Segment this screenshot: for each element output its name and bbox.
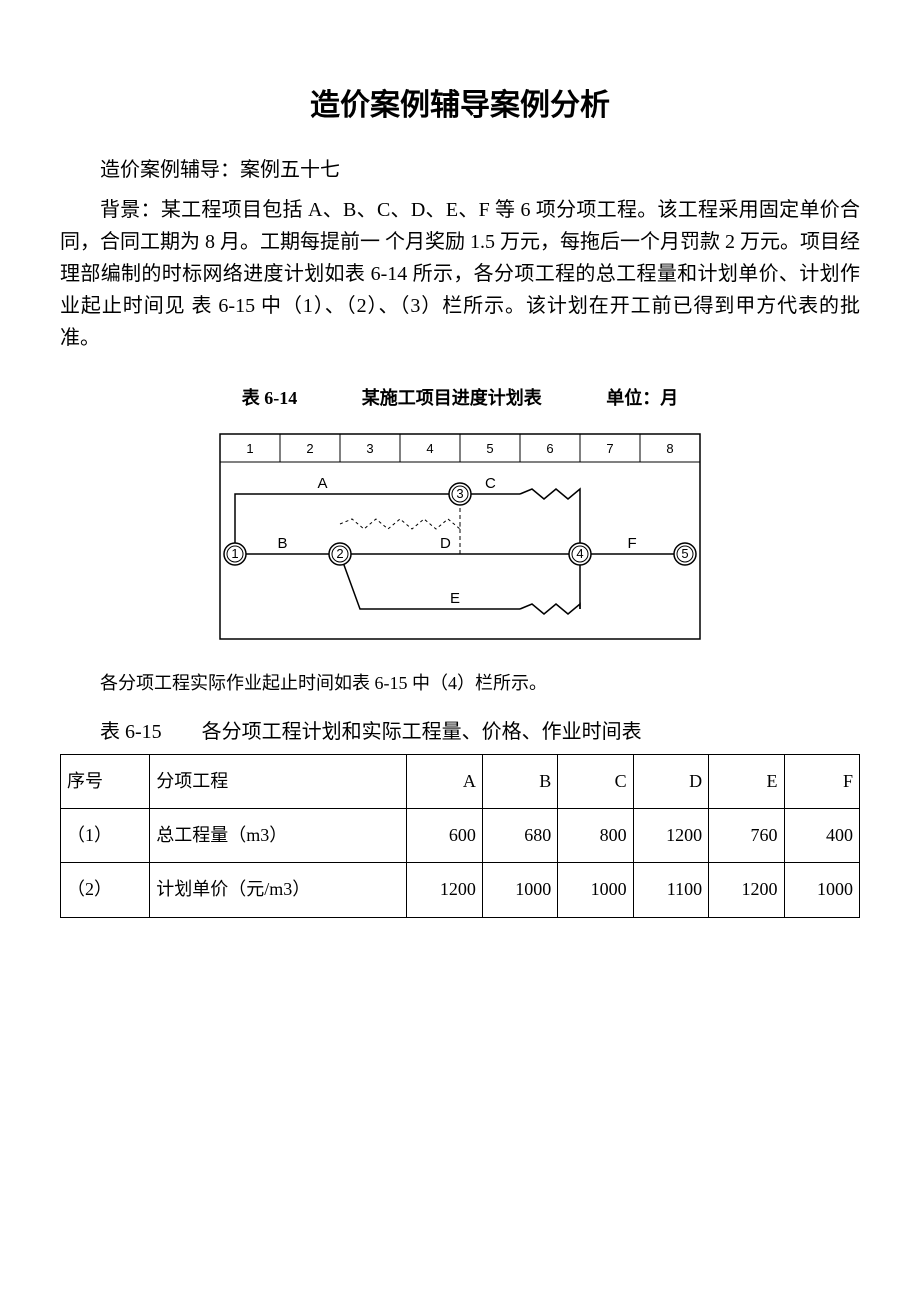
svg-text:E: E xyxy=(450,590,460,607)
svg-text:2: 2 xyxy=(336,546,343,561)
figure-label: 表 6-14 xyxy=(242,384,298,410)
col-a: A xyxy=(407,755,482,809)
col-item: 分项工程 xyxy=(150,755,407,809)
subtitle: 造价案例辅导：案例五十七 xyxy=(60,154,860,186)
figure-unit: 单位：月 xyxy=(606,384,678,410)
table-row: （1） 总工程量（m3） 600 680 800 1200 760 400 xyxy=(61,809,860,863)
table-title: 表 6-15 各分项工程计划和实际工程量、价格、作业时间表 xyxy=(60,715,860,744)
svg-text:5: 5 xyxy=(486,441,493,456)
figure-caption: 各分项工程实际作业起止时间如表 6-15 中（4）栏所示。 xyxy=(100,669,860,695)
svg-text:A: A xyxy=(318,475,328,492)
cell: 1000 xyxy=(482,863,557,917)
svg-text:3: 3 xyxy=(366,441,373,456)
svg-text:1: 1 xyxy=(246,441,253,456)
cell: （1） xyxy=(61,809,150,863)
svg-text:4: 4 xyxy=(426,441,433,456)
cell: 760 xyxy=(709,809,784,863)
svg-text:D: D xyxy=(440,535,451,552)
cell: 400 xyxy=(784,809,860,863)
cell: 1000 xyxy=(558,863,633,917)
svg-text:1: 1 xyxy=(231,546,238,561)
svg-text:7: 7 xyxy=(606,441,613,456)
svg-text:5: 5 xyxy=(681,546,688,561)
page-title: 造价案例辅导案例分析 xyxy=(60,80,860,124)
svg-text:2: 2 xyxy=(306,441,313,456)
cell: 1200 xyxy=(709,863,784,917)
table-header-row: 序号 分项工程 A B C D E F xyxy=(61,755,860,809)
figure-header: 表 6-14 某施工项目进度计划表 单位：月 xyxy=(60,384,860,410)
cell: 1000 xyxy=(784,863,860,917)
cell: 680 xyxy=(482,809,557,863)
cell: 1100 xyxy=(633,863,708,917)
network-figure: 表 6-14 某施工项目进度计划表 单位：月 1 2 3 4 5 6 7 8 A B C D E F 1 2 3… xyxy=(60,384,860,659)
svg-text:F: F xyxy=(628,535,637,552)
svg-text:4: 4 xyxy=(576,546,583,561)
network-svg: 1 2 3 4 5 6 7 8 A B C D E F 1 2 3 4 5 xyxy=(200,414,720,654)
svg-text:B: B xyxy=(278,535,288,552)
svg-text:C: C xyxy=(485,475,496,492)
svg-text:6: 6 xyxy=(546,441,553,456)
svg-text:3: 3 xyxy=(456,486,463,501)
background-paragraph: 背景：某工程项目包括 A、B、C、D、E、F 等 6 项分项工程。该工程采用固定… xyxy=(60,194,860,354)
cell: 总工程量（m3） xyxy=(150,809,407,863)
col-b: B xyxy=(482,755,557,809)
table-row: （2） 计划单价（元/m3） 1200 1000 1000 1100 1200 … xyxy=(61,863,860,917)
col-f: F xyxy=(784,755,860,809)
col-c: C xyxy=(558,755,633,809)
cell: 计划单价（元/m3） xyxy=(150,863,407,917)
col-e: E xyxy=(709,755,784,809)
data-table: 序号 分项工程 A B C D E F （1） 总工程量（m3） 600 680… xyxy=(60,754,860,918)
figure-title: 某施工项目进度计划表 xyxy=(362,384,542,410)
col-d: D xyxy=(633,755,708,809)
cell: 1200 xyxy=(407,863,482,917)
cell: （2） xyxy=(61,863,150,917)
col-seq: 序号 xyxy=(61,755,150,809)
cell: 800 xyxy=(558,809,633,863)
cell: 600 xyxy=(407,809,482,863)
cell: 1200 xyxy=(633,809,708,863)
svg-text:8: 8 xyxy=(666,441,673,456)
